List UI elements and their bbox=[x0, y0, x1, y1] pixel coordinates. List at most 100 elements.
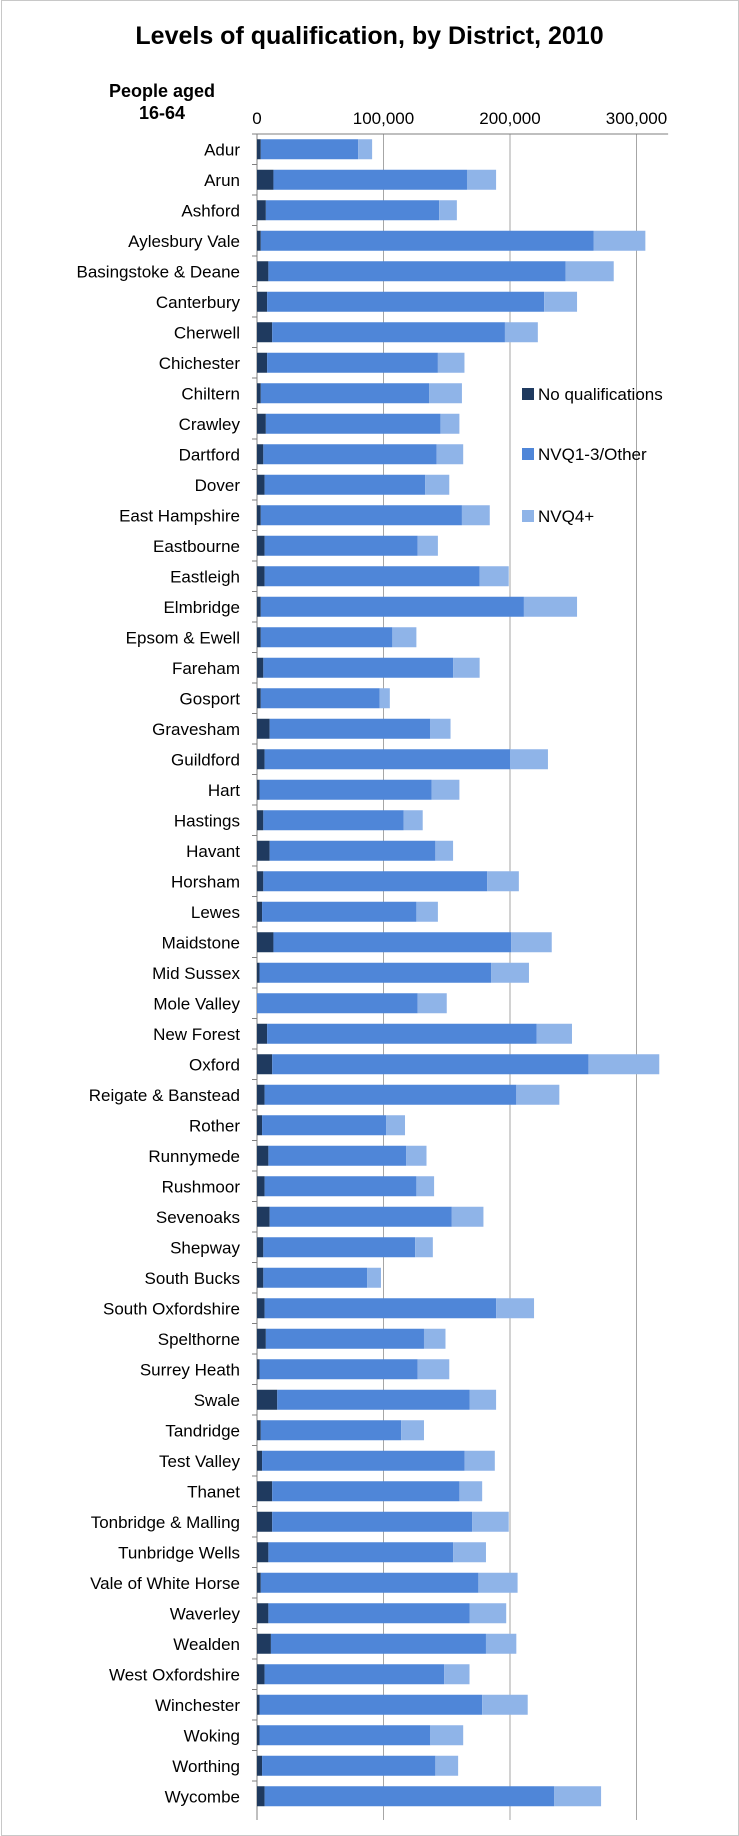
bar-segment bbox=[260, 139, 359, 160]
bar-segment bbox=[257, 444, 264, 465]
bar-segment bbox=[257, 1633, 271, 1654]
x-axis-ticks: 0 100,000 200,000 300,000 bbox=[252, 109, 667, 128]
bar-segment bbox=[423, 1328, 446, 1349]
bar-segment bbox=[588, 1054, 660, 1075]
category-label: Sevenoaks bbox=[156, 1208, 240, 1227]
category-label: Hastings bbox=[174, 811, 240, 830]
bar-segment bbox=[469, 1603, 507, 1624]
bar-segment bbox=[444, 1664, 470, 1685]
bar-segment bbox=[263, 657, 454, 678]
bar-segment bbox=[257, 261, 269, 282]
bar-segment bbox=[469, 1389, 497, 1410]
bar-segment bbox=[259, 1725, 431, 1746]
bar-segment bbox=[257, 566, 265, 587]
bar-segment bbox=[257, 535, 265, 556]
category-label: Guildford bbox=[171, 750, 240, 769]
category-label: Chiltern bbox=[181, 384, 240, 403]
legend-label: NVQ4+ bbox=[538, 507, 594, 526]
category-label: Hart bbox=[208, 781, 240, 800]
category-label: Shepway bbox=[170, 1238, 240, 1257]
category-label: Fareham bbox=[172, 659, 240, 678]
bar-segment bbox=[565, 261, 614, 282]
bar-segment bbox=[272, 1511, 473, 1532]
legend-label: No qualifications bbox=[538, 385, 663, 404]
category-label: Thanet bbox=[187, 1482, 240, 1501]
category-label: Canterbury bbox=[156, 293, 241, 312]
bar-segment bbox=[257, 1176, 265, 1197]
bar-segment bbox=[264, 1664, 445, 1685]
bar-segment bbox=[487, 871, 519, 892]
bar-segment bbox=[504, 322, 538, 343]
bar-segment bbox=[269, 840, 436, 861]
bar-segment bbox=[257, 1450, 263, 1471]
bar-segment bbox=[257, 627, 261, 648]
bar-segment bbox=[263, 810, 404, 831]
bar-segment bbox=[523, 596, 578, 617]
category-label: Chichester bbox=[159, 354, 241, 373]
bar-segment bbox=[257, 1023, 268, 1044]
bar-segment bbox=[536, 1023, 572, 1044]
bar-segment bbox=[257, 840, 270, 861]
bar-segment bbox=[440, 413, 460, 434]
bar-segment bbox=[269, 1206, 452, 1227]
bar-segment bbox=[257, 1511, 273, 1532]
bar-segment bbox=[430, 718, 451, 739]
bar-segment bbox=[259, 1359, 418, 1380]
bar-segment bbox=[260, 505, 462, 526]
bar-segment bbox=[511, 932, 552, 953]
bar-segment bbox=[257, 1481, 273, 1502]
category-label: Havant bbox=[186, 842, 240, 861]
category-label: Lewes bbox=[191, 903, 240, 922]
bar-segment bbox=[496, 1298, 535, 1319]
bar-segment bbox=[257, 1420, 261, 1441]
bar-segment bbox=[257, 779, 260, 800]
bar-segment bbox=[257, 1664, 265, 1685]
bar-segment bbox=[257, 1359, 260, 1380]
bar-segment bbox=[386, 1115, 406, 1136]
bar-segment bbox=[257, 901, 263, 922]
category-label: Wealden bbox=[173, 1635, 240, 1654]
bar-segment bbox=[257, 139, 261, 160]
bar-segment bbox=[257, 1267, 264, 1288]
bar-segment bbox=[429, 383, 462, 404]
bar-segment bbox=[272, 1054, 589, 1075]
bar-segment bbox=[358, 139, 373, 160]
category-label: Tandridge bbox=[165, 1421, 240, 1440]
bar-segment bbox=[257, 871, 264, 892]
bar-segment bbox=[260, 688, 380, 709]
category-label: Arun bbox=[204, 171, 240, 190]
bar-segment bbox=[257, 1542, 269, 1563]
bar-segment bbox=[257, 1572, 261, 1593]
bar-segment bbox=[267, 291, 545, 312]
bar-segment bbox=[262, 901, 417, 922]
bar-segment bbox=[257, 383, 261, 404]
category-label: Ashford bbox=[181, 201, 240, 220]
bar-segment bbox=[257, 718, 270, 739]
bar-segment bbox=[257, 1725, 260, 1746]
category-label: Worthing bbox=[172, 1757, 240, 1776]
legend: No qualifications NVQ1-3/Other NVQ4+ bbox=[522, 385, 663, 526]
bar-segment bbox=[267, 1023, 537, 1044]
x-tick-label: 100,000 bbox=[353, 109, 414, 128]
bar-segment bbox=[415, 1237, 433, 1258]
bar-segment bbox=[269, 718, 431, 739]
bar-segment bbox=[273, 169, 467, 190]
category-label: Tonbridge & Malling bbox=[91, 1513, 240, 1532]
bar-segment bbox=[262, 1115, 387, 1136]
bar-segment bbox=[273, 932, 512, 953]
bar-segment bbox=[277, 1389, 470, 1410]
category-label: Mid Sussex bbox=[152, 964, 240, 983]
bar-segment bbox=[478, 1572, 518, 1593]
category-label: Rother bbox=[189, 1116, 240, 1135]
bar-segment bbox=[257, 993, 418, 1014]
category-label: Wycombe bbox=[165, 1787, 240, 1806]
bar-segment bbox=[464, 1450, 495, 1471]
bar-segment bbox=[267, 352, 438, 373]
bar-segment bbox=[257, 322, 273, 343]
category-label: Dartford bbox=[179, 445, 240, 464]
category-label: Epsom & Ewell bbox=[126, 628, 240, 647]
bar-segment bbox=[257, 413, 266, 434]
category-label: Adur bbox=[204, 140, 240, 159]
bar-segment bbox=[466, 169, 497, 190]
